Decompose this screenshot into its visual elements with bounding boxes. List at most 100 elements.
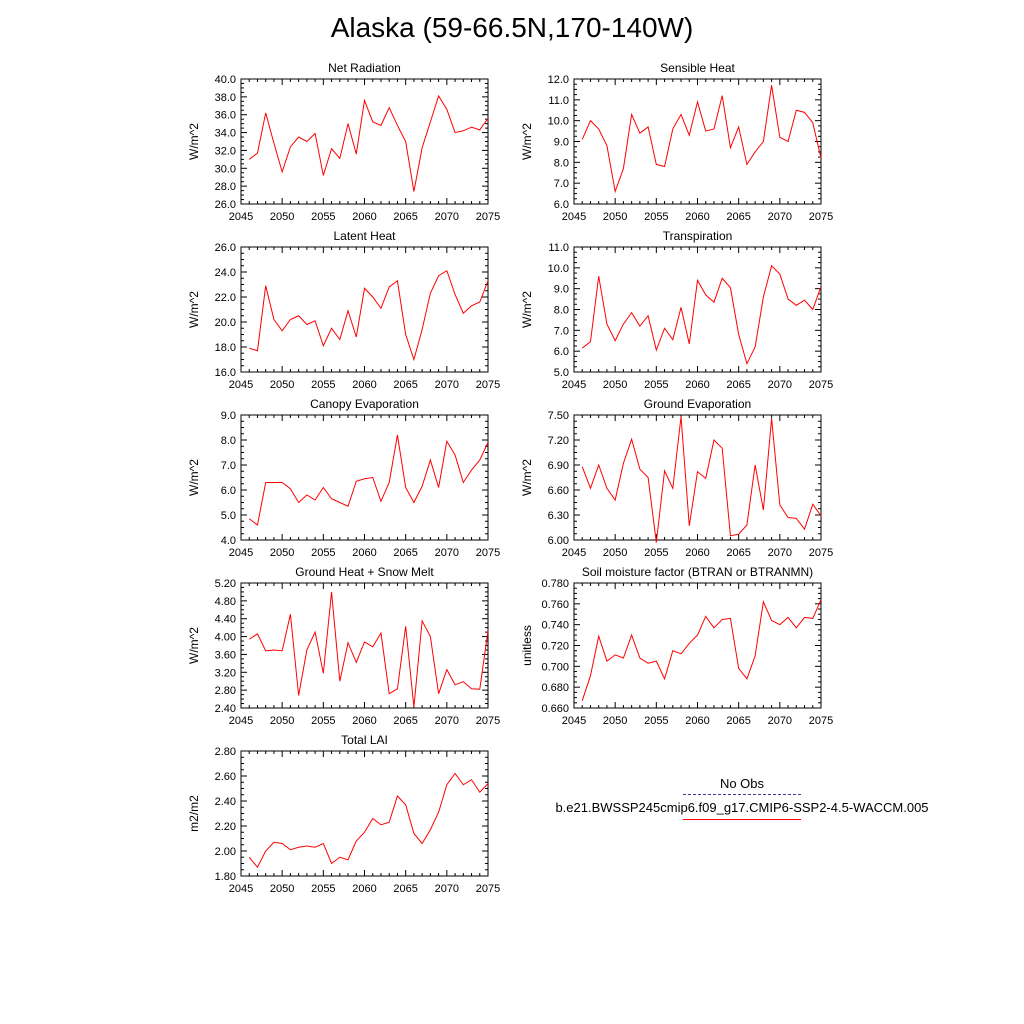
y-tick-label: 4.00 <box>215 632 236 644</box>
x-tick-label: 2070 <box>435 715 459 727</box>
x-tick-label: 2060 <box>685 379 709 391</box>
x-tick-label: 2075 <box>809 547 833 559</box>
x-tick-label: 2065 <box>726 211 750 223</box>
y-tick-label: 12.0 <box>548 74 569 86</box>
y-tick-label: 9.0 <box>554 284 569 296</box>
x-tick-label: 2060 <box>685 547 709 559</box>
x-tick-label: 2045 <box>562 379 586 391</box>
x-tick-label: 2060 <box>685 715 709 727</box>
panel-title: Net Radiation <box>328 61 401 75</box>
x-tick-label: 2060 <box>685 211 709 223</box>
y-tick-label: 38.0 <box>215 92 236 104</box>
y-tick-label: 4.0 <box>221 535 236 547</box>
x-tick-label: 2065 <box>393 715 417 727</box>
y-tick-label: 8.0 <box>554 157 569 169</box>
y-tick-label: 0.780 <box>541 578 569 590</box>
x-tick-label: 2055 <box>311 547 335 559</box>
panel-title: Sensible Heat <box>660 61 735 75</box>
series-line <box>249 270 489 362</box>
x-tick-label: 2045 <box>562 211 586 223</box>
y-tick-label: 32.0 <box>215 145 236 157</box>
x-tick-label: 2070 <box>768 715 792 727</box>
y-tick-label: 4.80 <box>215 596 236 608</box>
plot-frame <box>240 246 489 373</box>
x-tick-label: 2065 <box>393 379 417 391</box>
y-tick-label: 4.40 <box>215 614 236 626</box>
x-tick-label: 2045 <box>229 547 253 559</box>
y-tick-label: 2.60 <box>215 771 236 783</box>
y-tick-label: 0.720 <box>541 641 569 653</box>
y-tick-label: 2.40 <box>215 703 236 715</box>
x-tick-label: 2075 <box>476 715 500 727</box>
x-tick-label: 2050 <box>270 379 294 391</box>
x-tick-label: 2065 <box>726 379 750 391</box>
x-tick-label: 2060 <box>352 547 376 559</box>
series-line <box>248 772 489 869</box>
series-line <box>581 85 822 194</box>
y-tick-label: 24.0 <box>215 267 236 279</box>
x-tick-label: 2075 <box>476 379 500 391</box>
y-tick-label: 7.50 <box>548 410 569 422</box>
y-axis-label: W/m^2 <box>520 291 534 328</box>
plot-frame <box>240 78 489 205</box>
panel-title: Total LAI <box>341 733 388 747</box>
chart-panel: 2045 2050 2055 2060 2065 2070 2075 2.40 2.80 3.20… <box>187 565 500 727</box>
series-line <box>248 434 489 526</box>
x-tick-label: 2045 <box>562 547 586 559</box>
panel-title: Transpiration <box>663 229 733 243</box>
x-tick-label: 2055 <box>311 715 335 727</box>
y-tick-label: 6.90 <box>548 460 569 472</box>
page-title: Alaska (59-66.5N,170-140W) <box>330 12 694 43</box>
x-tick-label: 2065 <box>393 211 417 223</box>
series-line <box>581 264 822 366</box>
y-tick-label: 16.0 <box>215 367 236 379</box>
plot-frame <box>240 414 489 541</box>
y-tick-label: 18.0 <box>215 342 236 354</box>
y-tick-label: 0.680 <box>541 682 569 694</box>
legend-model-line <box>683 819 801 820</box>
y-tick-label: 5.20 <box>215 578 236 590</box>
y-tick-label: 10.0 <box>548 116 569 128</box>
x-tick-label: 2075 <box>476 211 500 223</box>
x-tick-label: 2055 <box>644 379 668 391</box>
plot-frame <box>573 78 822 205</box>
y-tick-label: 6.0 <box>221 485 236 497</box>
y-tick-label: 40.0 <box>215 74 236 86</box>
x-tick-label: 2070 <box>435 211 459 223</box>
chart-panel: 2045 2050 2055 2060 2065 2070 2075 0.660 0.680 0.… <box>520 565 833 727</box>
panel-title: Latent Heat <box>333 229 396 243</box>
chart-panel: 2045 2050 2055 2060 2065 2070 2075 6.0 7.0 8.0 9.0… <box>520 61 833 223</box>
x-tick-label: 2070 <box>768 211 792 223</box>
y-tick-label: 10.0 <box>548 263 569 275</box>
x-tick-label: 2070 <box>435 379 459 391</box>
x-tick-label: 2050 <box>603 379 627 391</box>
y-tick-label: 8.0 <box>221 435 236 447</box>
legend-obs-line <box>683 794 801 795</box>
x-tick-label: 2075 <box>476 883 500 895</box>
y-tick-label: 2.20 <box>215 821 236 833</box>
x-tick-label: 2075 <box>809 715 833 727</box>
chart-panel: 2045 2050 2055 2060 2065 2070 2075 6.00 6.30 6.60… <box>520 397 833 559</box>
series-line <box>248 94 489 192</box>
x-tick-label: 2060 <box>352 211 376 223</box>
y-tick-label: 2.40 <box>215 796 236 808</box>
panel-title: Ground Heat + Snow Melt <box>295 565 434 579</box>
x-tick-label: 2050 <box>270 547 294 559</box>
chart-panel: 2045 2050 2055 2060 2065 2070 2075 26.0 28.0 30.0… <box>187 61 500 223</box>
y-axis-label: W/m^2 <box>187 459 201 496</box>
y-axis-label: W/m^2 <box>187 627 201 664</box>
series-line <box>581 416 822 543</box>
x-tick-label: 2065 <box>393 547 417 559</box>
x-tick-label: 2075 <box>476 547 500 559</box>
x-tick-label: 2045 <box>229 211 253 223</box>
x-tick-label: 2045 <box>229 715 253 727</box>
legend: No Obs b.e21.BWSSP245cmip6.f09_g17.CMIP6… <box>520 776 964 820</box>
x-tick-label: 2045 <box>229 379 253 391</box>
y-tick-label: 0.740 <box>541 620 569 632</box>
chart-panel: 2045 2050 2055 2060 2065 2070 2075 4.0 5.0 6.0 7.0… <box>187 397 500 559</box>
y-tick-label: 26.0 <box>215 199 236 211</box>
x-tick-label: 2050 <box>270 211 294 223</box>
y-tick-label: 20.0 <box>215 317 236 329</box>
y-tick-label: 7.0 <box>554 178 569 190</box>
legend-model-label: b.e21.BWSSP245cmip6.f09_g17.CMIP6-SSP2-4… <box>555 800 929 815</box>
